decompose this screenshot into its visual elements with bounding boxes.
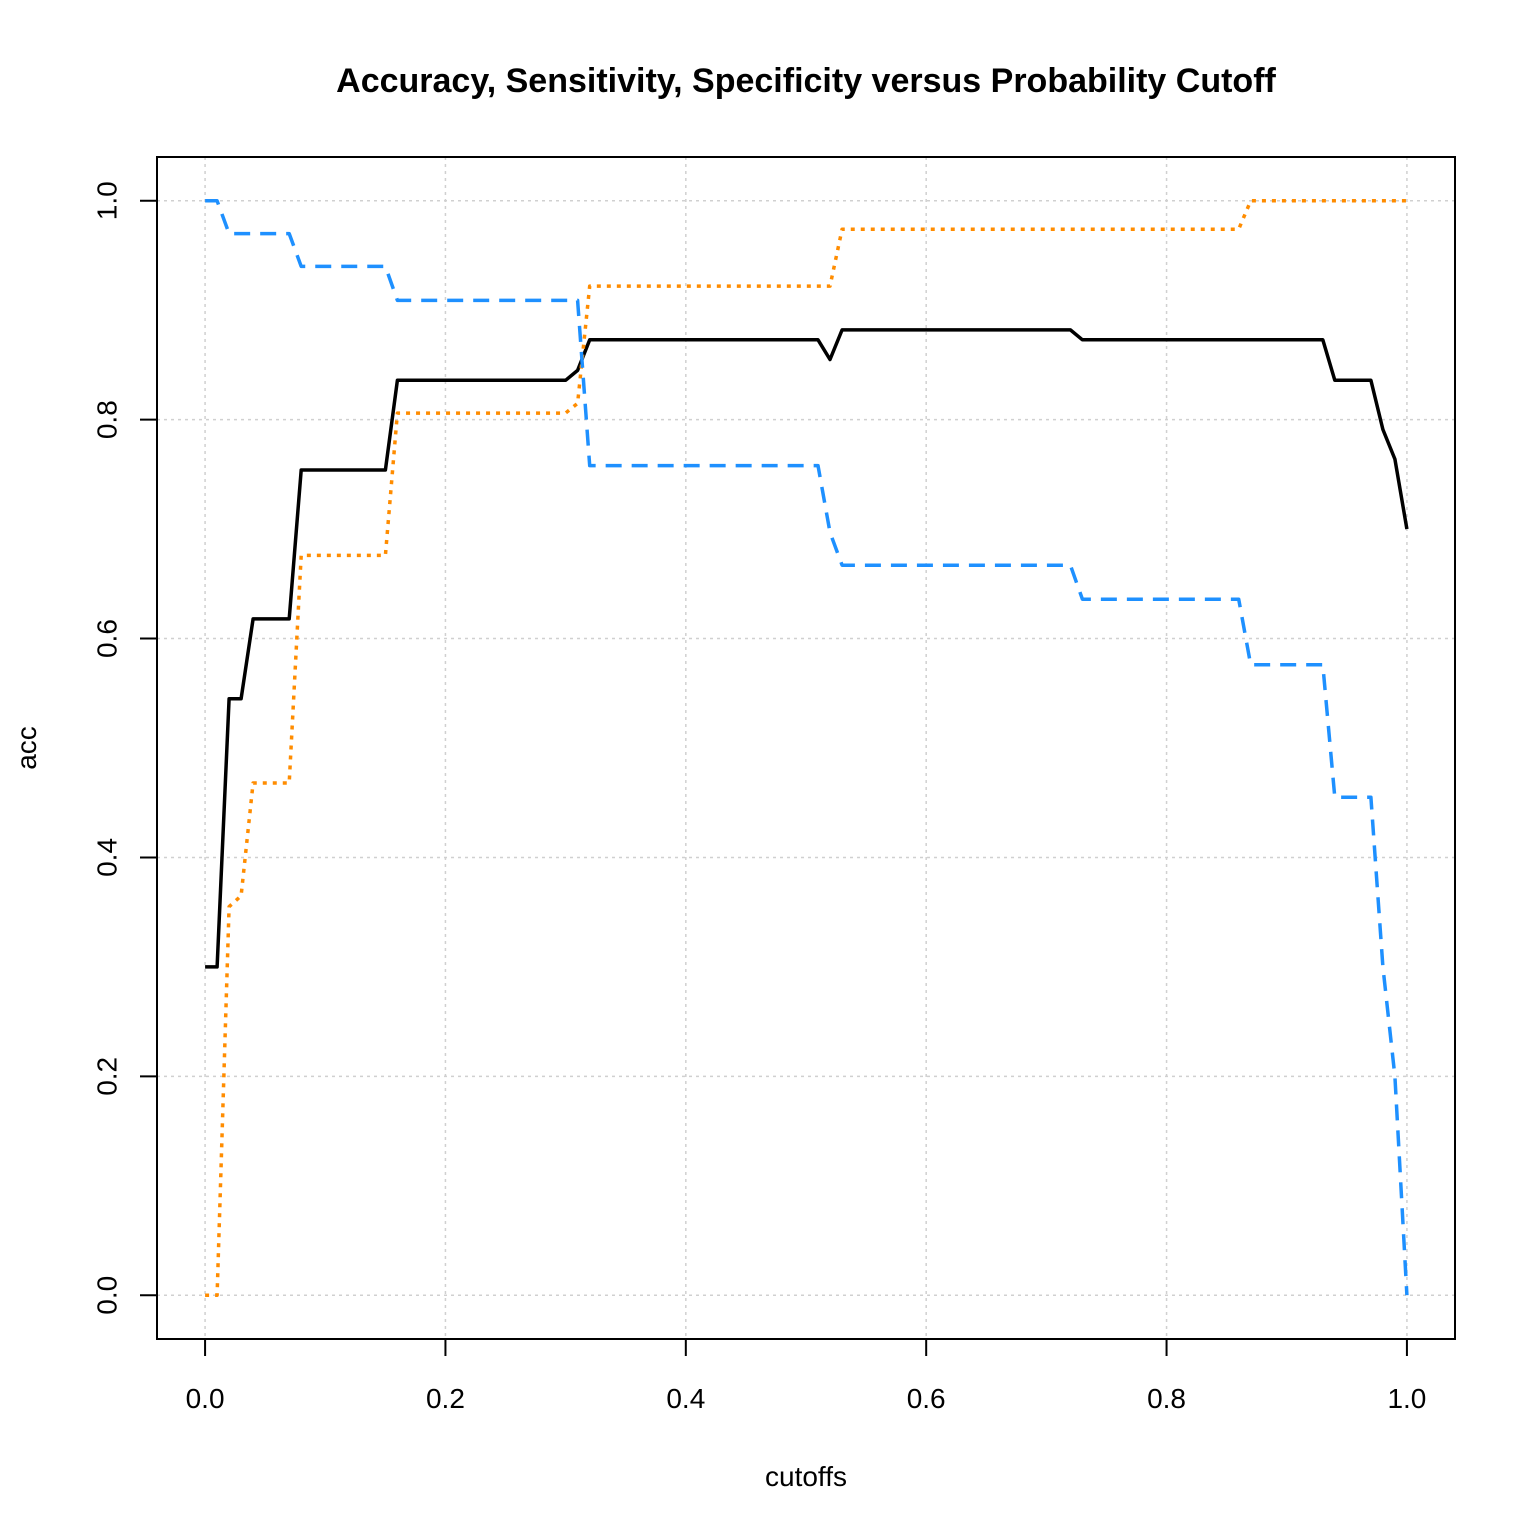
series-line-dotted bbox=[205, 199, 1407, 1297]
y-tick-label-0: 0.0 bbox=[92, 1276, 123, 1315]
x-tick-label-1: 0.2 bbox=[426, 1383, 465, 1414]
chart-title: Accuracy, Sensitivity, Specificity versu… bbox=[336, 62, 1276, 100]
y-tick-label-5: 1.0 bbox=[92, 181, 123, 220]
x-tick-label-4: 0.8 bbox=[1147, 1383, 1186, 1414]
x-axis: 0.0 0.2 0.4 0.6 0.8 1.0 bbox=[186, 1338, 1426, 1414]
series-line-dashed bbox=[205, 199, 1409, 1296]
series-group bbox=[205, 199, 1409, 1297]
series-line-solid bbox=[205, 328, 1409, 969]
plot-frame bbox=[156, 156, 1456, 1340]
y-tick-label-4: 0.8 bbox=[92, 400, 123, 439]
y-tick-label-2: 0.4 bbox=[92, 838, 123, 877]
y-axis-label: acc bbox=[11, 726, 42, 770]
x-tick-label-3: 0.6 bbox=[907, 1383, 946, 1414]
y-tick-label-1: 0.2 bbox=[92, 1057, 123, 1096]
x-tick-label-2: 0.4 bbox=[666, 1383, 705, 1414]
grid bbox=[157, 157, 1455, 1339]
x-tick-label-0: 0.0 bbox=[186, 1383, 225, 1414]
x-axis-label: cutoffs bbox=[765, 1461, 847, 1492]
x-tick-label-5: 1.0 bbox=[1387, 1383, 1426, 1414]
y-axis: 0.0 0.2 0.4 0.6 0.8 1.0 bbox=[92, 181, 158, 1315]
y-tick-label-3: 0.6 bbox=[92, 619, 123, 658]
